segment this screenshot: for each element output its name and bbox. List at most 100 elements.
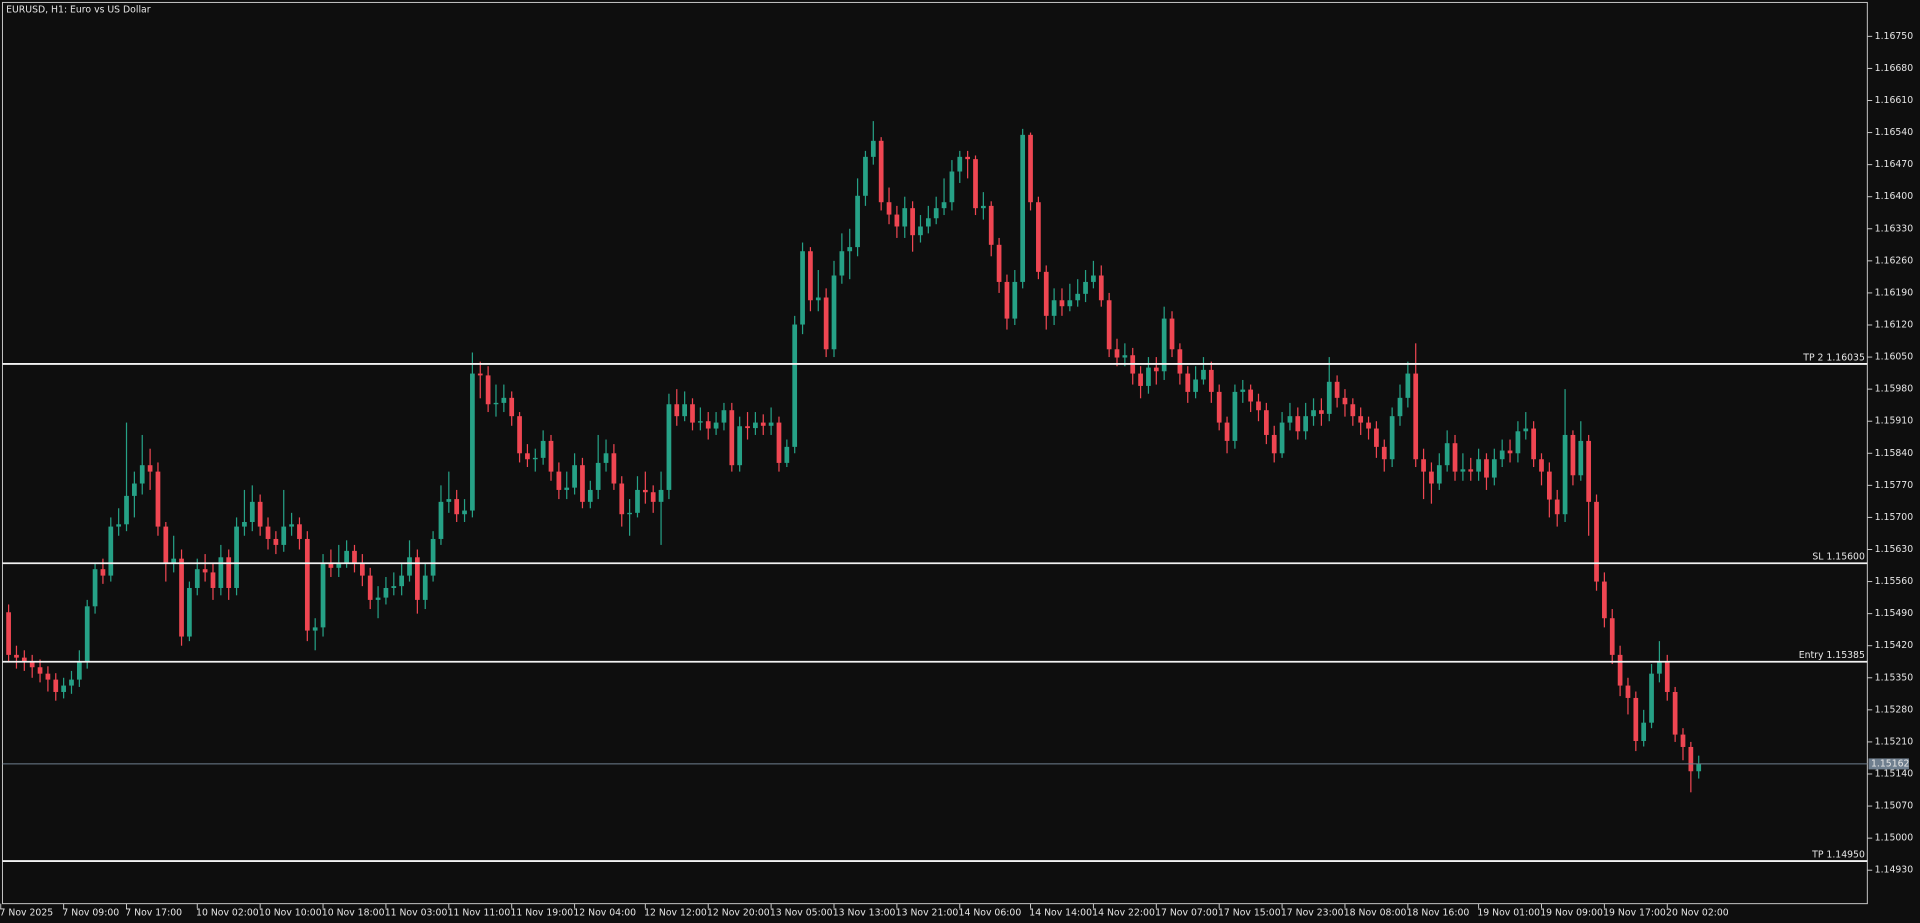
candle-body — [729, 410, 735, 466]
chart-title: EURUSD, H1: Euro vs US Dollar — [6, 4, 151, 15]
candle-body — [792, 324, 798, 447]
candle-body — [1625, 685, 1631, 698]
candle-body — [430, 538, 436, 576]
candle-body — [1436, 465, 1442, 484]
candle-body — [878, 140, 884, 203]
candle-body — [965, 156, 970, 160]
candle-body — [894, 214, 900, 227]
candle-body — [391, 586, 397, 588]
candle-body — [650, 492, 656, 502]
candle-body — [690, 404, 695, 423]
candle-body — [194, 569, 200, 588]
candle-body — [139, 465, 145, 484]
candle-body — [902, 208, 908, 227]
candle-body — [627, 512, 632, 515]
candle-body — [1342, 397, 1348, 405]
y-tick-label: 1.15980 — [1875, 384, 1914, 395]
candle-body — [1193, 379, 1198, 392]
candle-body — [493, 402, 499, 405]
candle-body — [1185, 373, 1191, 392]
y-tick-label: 1.15280 — [1875, 704, 1914, 715]
y-tick-label: 1.15350 — [1875, 672, 1914, 683]
candle-body — [925, 218, 931, 227]
candle-body — [1075, 293, 1081, 301]
candle-body — [517, 416, 522, 454]
candle-body — [304, 538, 310, 631]
candle-body — [218, 557, 224, 588]
candle-body — [1146, 367, 1151, 386]
candle-body — [1460, 469, 1466, 472]
candle-body — [108, 526, 114, 576]
x-tick-label: 19 Nov 01:00 — [1477, 907, 1540, 918]
candle-body — [1696, 763, 1702, 772]
candle-body — [179, 558, 184, 637]
candle-body — [1523, 428, 1529, 432]
candle-body — [1554, 499, 1560, 515]
y-tick-label: 1.15140 — [1875, 768, 1914, 779]
candle-body — [21, 657, 27, 662]
candle-body — [147, 465, 153, 472]
x-tick-label: 10 Nov 18:00 — [322, 907, 385, 918]
candle-body — [760, 422, 766, 426]
candle-body — [257, 501, 263, 527]
y-tick-label: 1.14930 — [1875, 865, 1914, 876]
candle-body — [1570, 434, 1576, 476]
candle-body — [76, 661, 82, 680]
candle-body — [918, 226, 923, 236]
candle-body — [721, 410, 727, 423]
candle-body — [1326, 381, 1332, 414]
candle-body — [6, 612, 11, 655]
candle-body — [1004, 281, 1010, 319]
candle-body — [1476, 459, 1481, 472]
y-tick-label: 1.15700 — [1875, 512, 1914, 523]
candle-body — [273, 538, 279, 545]
candle-body — [823, 297, 829, 350]
y-tick-label: 1.16120 — [1875, 319, 1914, 330]
candle-body — [1098, 275, 1104, 301]
x-tick-label: 7 Nov 17:00 — [125, 907, 182, 918]
candle-body — [619, 483, 625, 515]
candle-body — [281, 526, 287, 545]
x-tick-label: 13 Nov 21:00 — [896, 907, 959, 918]
candle-body — [870, 140, 876, 157]
current-price-label: 1.15162 — [1871, 758, 1909, 769]
candle-body — [1664, 661, 1670, 692]
candle-body — [1594, 501, 1599, 582]
candle-body — [226, 557, 232, 588]
candle-body — [45, 673, 51, 680]
candle-body — [289, 524, 294, 527]
candle-body — [713, 422, 719, 429]
candle-body — [1287, 416, 1293, 423]
candle-body — [1020, 134, 1026, 282]
x-tick-label: 17 Nov 15:00 — [1218, 907, 1281, 918]
y-tick-label: 1.16260 — [1875, 255, 1914, 266]
candle-body — [1122, 355, 1128, 358]
candle-body — [249, 501, 255, 523]
candle-body — [234, 526, 239, 588]
candle-body — [698, 421, 703, 423]
y-tick-label: 1.16330 — [1875, 223, 1914, 234]
candle-body — [1539, 459, 1544, 472]
candle-body — [886, 202, 892, 215]
candle-body — [988, 205, 994, 245]
x-tick-label: 17 Nov 07:00 — [1155, 907, 1218, 918]
candle-body — [1334, 381, 1340, 398]
candle-body — [705, 421, 711, 429]
candle-body — [1059, 300, 1065, 307]
candle-body — [328, 563, 334, 568]
current-price-box — [1868, 758, 1909, 770]
candle-body — [548, 440, 554, 472]
x-tick-label: 19 Nov 09:00 — [1540, 907, 1603, 918]
candle-body — [163, 526, 169, 564]
candle-body — [910, 208, 915, 236]
candle-body — [1680, 734, 1686, 747]
candle-body — [1491, 459, 1497, 478]
x-tick-label: 11 Nov 03:00 — [385, 907, 448, 918]
candle-body — [1051, 300, 1057, 316]
candle-body — [1279, 422, 1285, 454]
candle-body — [1405, 373, 1411, 398]
candle-body — [745, 426, 750, 429]
x-tick-label: 11 Nov 19:00 — [510, 907, 573, 918]
candle-body — [1177, 349, 1183, 374]
candle-body — [1413, 373, 1419, 460]
